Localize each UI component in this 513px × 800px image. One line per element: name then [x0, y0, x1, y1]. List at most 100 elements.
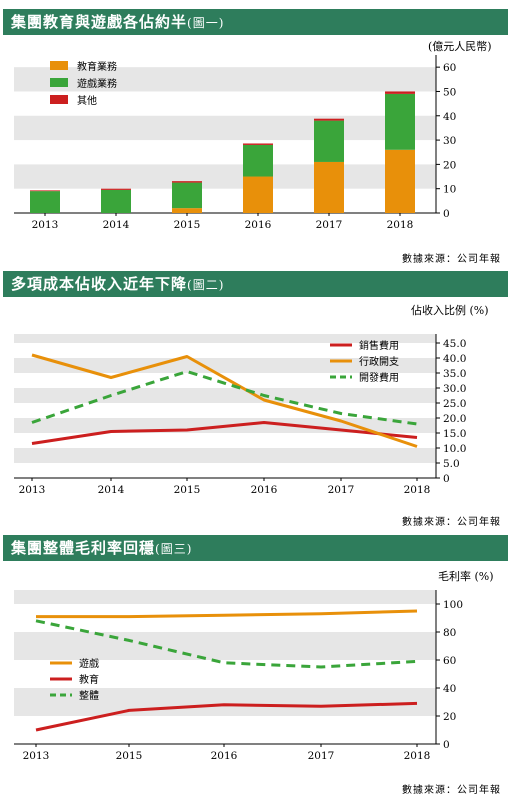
bar-segment	[385, 149, 415, 213]
y-tick-label: 45.0	[443, 338, 466, 350]
series-line	[31, 421, 418, 445]
bar-segment	[314, 120, 344, 162]
x-tick-label: 2017	[328, 484, 355, 496]
y-tick-label: 35.0	[443, 368, 466, 380]
grid-band	[14, 67, 436, 92]
bar-segment	[172, 182, 202, 209]
x-tick-label: 2018	[404, 750, 431, 762]
chart-3-source: 數據來源：公司年報	[402, 785, 501, 796]
chart-2-source: 數據來源：公司年報	[402, 517, 501, 528]
bar-segment	[314, 161, 344, 213]
y-tick-label: 25.0	[443, 398, 466, 410]
bar-segment	[101, 189, 131, 213]
y-tick-label: 50	[443, 86, 456, 98]
x-tick-label: 2015	[174, 219, 201, 231]
chart-panel-2: 多項成本佔收入近年下降(圖二) 佔收入比例 (%) 0 5.0 10.0 15.0 20…	[0, 265, 513, 530]
bar-segment	[172, 208, 202, 213]
x-tick-label: 2013	[19, 484, 46, 496]
chart-panel-1: 集團教育與遊戲各佔約半(圖一) (億元人民幣) 0 10 20 30 40 50 60 201…	[0, 0, 513, 265]
x-tick-label: 2013	[32, 219, 59, 231]
chart-1-title: 集團教育與遊戲各佔約半	[11, 13, 188, 31]
y-tick-label: 0	[443, 473, 450, 485]
legend-label: 行政開支	[359, 355, 399, 368]
bar-segment	[243, 143, 273, 145]
legend-label: 遊戲	[79, 657, 99, 670]
x-tick-label: 2014	[98, 484, 125, 496]
y-tick-label: 0	[443, 208, 450, 220]
chart-2-fig-label: (圖二)	[187, 278, 225, 292]
legend-label: 開發費用	[359, 371, 399, 384]
y-tick-label: 40	[443, 111, 456, 123]
x-tick-label: 2015	[116, 750, 143, 762]
x-tick-label: 2018	[387, 219, 414, 231]
legend-label: 教育業務	[77, 60, 117, 73]
legend-swatch	[50, 95, 68, 104]
chart-2-plot: 0 5.0 10.0 15.0 20.0 25.0 30.0 35.0 40.0 45.0 2013…	[14, 334, 466, 496]
series-line	[36, 609, 418, 619]
x-tick-label: 2013	[23, 750, 50, 762]
series-line	[31, 353, 418, 448]
y-tick-label: 80	[443, 627, 456, 639]
x-tick-label: 2017	[316, 219, 343, 231]
y-tick-label: 20	[443, 711, 456, 723]
y-tick-label: 40	[443, 683, 456, 695]
grid-band	[14, 115, 436, 141]
legend-label: 教育	[79, 673, 99, 686]
y-tick-label: 0	[443, 739, 450, 751]
y-tick-label: 40.0	[443, 353, 466, 365]
chart-3-fig-label: (圖三)	[155, 542, 193, 556]
legend-label: 整體	[79, 689, 99, 702]
bar-segment	[101, 188, 131, 190]
chart-1-fig-label: (圖一)	[187, 16, 225, 30]
series-line	[35, 701, 418, 732]
grid-band	[14, 590, 436, 604]
series-line	[31, 370, 418, 426]
bar-segment	[30, 191, 60, 213]
grid-band	[14, 448, 436, 463]
grid-band	[14, 334, 436, 343]
bar-segment	[243, 144, 273, 177]
bar-segment	[172, 181, 202, 183]
chart-1-banner: 集團教育與遊戲各佔約半(圖一)	[3, 9, 508, 35]
y-tick-label: 30.0	[443, 383, 466, 395]
grid-band	[14, 688, 436, 716]
x-tick-label: 2018	[404, 484, 431, 496]
y-tick-label: 5.0	[443, 458, 460, 470]
x-tick-label: 2016	[245, 219, 272, 231]
legend-label: 遊戲業務	[77, 77, 117, 90]
chart-2-title: 多項成本佔收入近年下降	[11, 275, 188, 293]
chart-3-unit: 毛利率 (%)	[438, 570, 494, 583]
bar-segment	[385, 93, 415, 150]
chart-2-banner: 多項成本佔收入近年下降(圖二)	[3, 271, 508, 297]
bar-segment	[30, 190, 60, 192]
legend-swatch	[50, 61, 68, 70]
y-tick-label: 20	[443, 159, 456, 171]
y-tick-label: 30	[443, 135, 456, 147]
y-tick-label: 60	[443, 655, 456, 667]
y-tick-label: 20.0	[443, 413, 466, 425]
x-tick-label: 2015	[174, 484, 201, 496]
x-tick-label: 2016	[211, 750, 238, 762]
y-tick-label: 60	[443, 62, 456, 74]
grid-band	[14, 164, 436, 189]
y-tick-label: 15.0	[443, 428, 466, 440]
y-tick-label: 100	[443, 599, 463, 611]
chart-2-unit: 佔收入比例 (%)	[411, 304, 489, 317]
bar-segment	[385, 91, 415, 94]
chart-1-source: 數據來源：公司年報	[402, 254, 501, 265]
bar-segment	[243, 176, 273, 213]
bar-segment	[314, 118, 344, 121]
y-tick-label: 10	[443, 184, 456, 196]
y-tick-label: 10.0	[443, 443, 466, 455]
legend-label: 銷售費用	[359, 339, 399, 352]
legend-swatch	[50, 78, 68, 87]
chart-3-banner: 集團整體毛利率回穩(圖三)	[3, 535, 508, 561]
grid-band	[14, 388, 436, 403]
chart-3-title: 集團整體毛利率回穩	[11, 539, 156, 557]
chart-panel-3: 集團整體毛利率回穩(圖三) 毛利率 (%) 0 20 40 60 80 100 2013 20…	[0, 530, 513, 800]
chart-1-unit: (億元人民幣)	[428, 40, 492, 53]
x-tick-label: 2016	[251, 484, 278, 496]
chart-1-plot: 0 10 20 30 40 50 60 2013 2014 2015 2016 2017 2018 教育業…	[14, 55, 456, 231]
legend-label: 其他	[77, 94, 97, 107]
x-tick-label: 2017	[308, 750, 335, 762]
